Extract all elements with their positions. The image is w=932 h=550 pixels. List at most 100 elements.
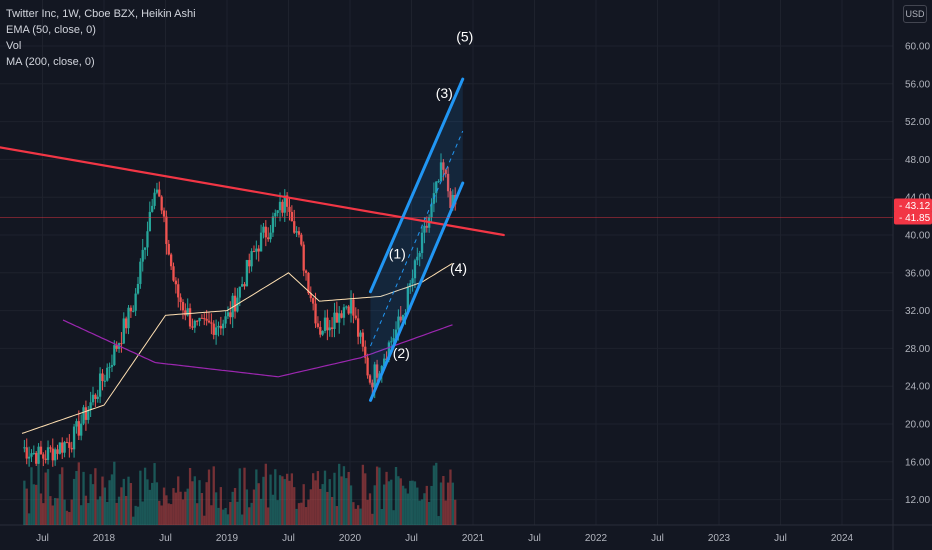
volume-bar bbox=[340, 476, 343, 525]
candle-body bbox=[442, 162, 445, 170]
price-tag bbox=[894, 210, 932, 225]
volume-bar bbox=[222, 509, 225, 525]
candle-body bbox=[203, 318, 206, 320]
volume-bar bbox=[255, 469, 258, 525]
volume-bar bbox=[257, 483, 260, 525]
y-tick-label: 36.00 bbox=[905, 268, 930, 279]
volume-bar bbox=[347, 471, 350, 525]
candle-body bbox=[158, 189, 161, 197]
price-tag-label: - 43.12 bbox=[899, 201, 931, 212]
candle-body bbox=[283, 195, 286, 213]
legend-ma[interactable]: MA (200, close, 0) bbox=[6, 56, 95, 68]
volume-bar bbox=[361, 464, 365, 525]
candle-body bbox=[321, 331, 324, 335]
legend-ema[interactable]: EMA (50, close, 0) bbox=[6, 24, 96, 36]
candle-body bbox=[293, 221, 296, 233]
volume-bar bbox=[304, 507, 308, 525]
volume-bar bbox=[188, 467, 192, 525]
candle-body bbox=[267, 237, 270, 240]
volume-bar bbox=[219, 487, 223, 525]
candle-body bbox=[276, 210, 279, 214]
candle-body bbox=[285, 195, 289, 207]
volume-bar bbox=[146, 479, 149, 525]
currency-label[interactable]: USD bbox=[903, 5, 927, 23]
volume-bar bbox=[356, 505, 360, 525]
candle-body bbox=[75, 421, 78, 427]
candle-body bbox=[361, 332, 365, 347]
candle-body bbox=[356, 318, 360, 337]
volume-bar bbox=[53, 497, 57, 525]
volume-bar bbox=[39, 493, 43, 525]
candle-body bbox=[165, 216, 168, 244]
wave-label: (5) bbox=[456, 28, 473, 44]
volume-bar bbox=[113, 461, 116, 525]
candle-body bbox=[172, 266, 175, 281]
candle-body bbox=[333, 312, 336, 329]
volume-bar bbox=[411, 480, 414, 525]
volume-bar bbox=[160, 505, 163, 525]
candle-body bbox=[413, 260, 417, 279]
candle-body bbox=[23, 447, 26, 449]
candle-body bbox=[70, 447, 73, 450]
candle-body bbox=[274, 213, 277, 217]
volume-bar bbox=[375, 466, 379, 525]
volume-bar bbox=[321, 484, 324, 525]
volume-bar bbox=[401, 485, 405, 525]
volume-bar bbox=[430, 485, 433, 525]
candle-body bbox=[151, 205, 154, 212]
candle-body bbox=[368, 375, 372, 383]
y-tick-label: 20.00 bbox=[905, 420, 930, 431]
candle-body bbox=[37, 446, 40, 464]
x-tick-label: Jul bbox=[36, 533, 49, 544]
candle-body bbox=[399, 316, 402, 321]
volume-bar bbox=[342, 466, 346, 525]
candle-body bbox=[392, 338, 395, 342]
volume-bar bbox=[267, 507, 270, 525]
volume-bar bbox=[212, 466, 215, 525]
candle-body bbox=[354, 315, 357, 319]
volume-bar bbox=[205, 482, 208, 525]
volume-bar bbox=[326, 491, 329, 525]
volume-bar bbox=[262, 476, 265, 525]
volume-bar bbox=[364, 473, 367, 525]
volume-bar bbox=[328, 479, 331, 525]
volume-bar bbox=[338, 463, 341, 525]
candle-body bbox=[248, 260, 251, 267]
candle-body bbox=[30, 453, 33, 457]
volume-bar bbox=[390, 479, 393, 525]
volume-bar bbox=[37, 460, 40, 525]
legend-vol[interactable]: Vol bbox=[6, 40, 22, 52]
candle-body bbox=[425, 225, 428, 228]
volume-bar bbox=[110, 474, 114, 525]
volume-bar bbox=[236, 501, 239, 525]
candle-body bbox=[129, 307, 133, 312]
candle-body bbox=[207, 320, 211, 323]
volume-bar bbox=[245, 489, 249, 525]
x-tick-label: Jul bbox=[159, 533, 172, 544]
volume-bar bbox=[368, 493, 372, 525]
volume-bar bbox=[373, 485, 376, 525]
candle-body bbox=[210, 322, 213, 324]
candle-body bbox=[103, 380, 107, 382]
volume-bar bbox=[312, 473, 315, 525]
candle-body bbox=[49, 447, 52, 449]
candle-body bbox=[212, 323, 215, 335]
candle-body bbox=[401, 314, 405, 321]
volume-bar bbox=[77, 462, 80, 525]
x-tick-label: 2024 bbox=[831, 533, 854, 544]
candle-body bbox=[101, 373, 104, 382]
wave-label: (3) bbox=[436, 85, 453, 101]
candle-body bbox=[418, 252, 421, 257]
volume-bar bbox=[87, 503, 90, 525]
volume-bar bbox=[392, 510, 395, 525]
volume-bar bbox=[91, 484, 95, 525]
volume-bar bbox=[271, 494, 275, 525]
channel-upper-line bbox=[369, 77, 465, 294]
volume-bar bbox=[435, 462, 438, 525]
candle-body bbox=[409, 283, 412, 287]
volume-bar bbox=[70, 499, 73, 525]
candle-body bbox=[132, 310, 135, 312]
volume-bar bbox=[89, 474, 92, 525]
